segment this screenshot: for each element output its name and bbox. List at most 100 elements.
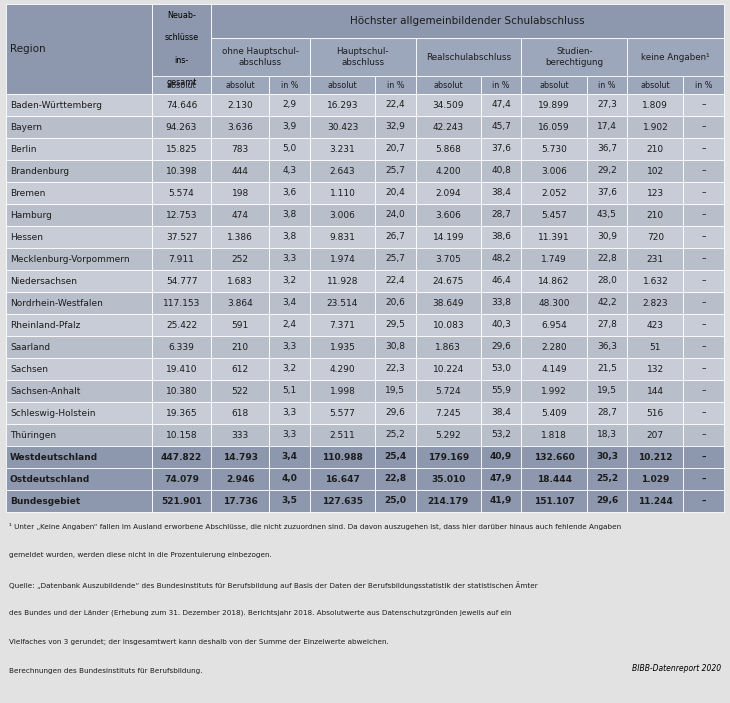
Text: 231: 231: [647, 254, 664, 264]
Text: 37,6: 37,6: [491, 145, 511, 153]
Bar: [310, 358, 375, 380]
Text: 1.992: 1.992: [541, 387, 567, 396]
Bar: [587, 226, 627, 248]
Bar: [310, 402, 375, 424]
Text: Studien-
berechtigung: Studien- berechtigung: [545, 47, 604, 67]
Text: 720: 720: [647, 233, 664, 242]
Text: –: –: [702, 408, 706, 418]
Bar: [627, 38, 724, 76]
Text: –: –: [702, 276, 706, 285]
Bar: [310, 380, 375, 402]
Bar: [6, 424, 153, 446]
Bar: [269, 94, 310, 116]
Bar: [375, 138, 415, 160]
Bar: [375, 182, 415, 204]
Bar: [415, 226, 481, 248]
Bar: [521, 446, 587, 468]
Text: Saarland: Saarland: [10, 342, 50, 352]
Bar: [683, 116, 724, 138]
Text: 3.864: 3.864: [227, 299, 253, 307]
Bar: [269, 490, 310, 512]
Bar: [211, 380, 269, 402]
Text: 19,5: 19,5: [385, 387, 405, 396]
Bar: [481, 336, 521, 358]
Text: 19.365: 19.365: [166, 408, 197, 418]
Bar: [481, 468, 521, 490]
Text: 214.179: 214.179: [428, 496, 469, 505]
Bar: [481, 270, 521, 292]
Bar: [587, 468, 627, 490]
Text: 210: 210: [231, 342, 249, 352]
Bar: [627, 248, 683, 270]
Bar: [6, 514, 724, 703]
Text: –: –: [702, 188, 706, 198]
Text: –: –: [702, 101, 706, 110]
Text: 521.901: 521.901: [161, 496, 202, 505]
Bar: [521, 490, 587, 512]
Text: 132.660: 132.660: [534, 453, 575, 461]
Text: ins-: ins-: [174, 56, 188, 65]
Bar: [521, 336, 587, 358]
Bar: [375, 270, 415, 292]
Bar: [683, 358, 724, 380]
Bar: [310, 468, 375, 490]
Bar: [153, 4, 211, 94]
Bar: [683, 248, 724, 270]
Text: 28,0: 28,0: [597, 276, 617, 285]
Bar: [627, 182, 683, 204]
Bar: [310, 314, 375, 336]
Text: –: –: [702, 475, 706, 484]
Text: 7.911: 7.911: [169, 254, 194, 264]
Bar: [627, 468, 683, 490]
Text: 38,4: 38,4: [491, 408, 511, 418]
Bar: [521, 468, 587, 490]
Text: Niedersachsen: Niedersachsen: [10, 276, 77, 285]
Text: in %: in %: [598, 81, 615, 89]
Bar: [375, 336, 415, 358]
Bar: [153, 402, 211, 424]
Bar: [415, 270, 481, 292]
Text: 47,4: 47,4: [491, 101, 511, 110]
Text: 2,4: 2,4: [283, 321, 296, 330]
Text: 21,5: 21,5: [597, 364, 617, 373]
Bar: [683, 490, 724, 512]
Text: 5,1: 5,1: [283, 387, 296, 396]
Bar: [627, 76, 683, 94]
Bar: [521, 38, 627, 76]
Bar: [375, 76, 415, 94]
Bar: [587, 336, 627, 358]
Text: Bayern: Bayern: [10, 122, 42, 131]
Text: 2.946: 2.946: [226, 475, 254, 484]
Bar: [481, 138, 521, 160]
Text: 32,9: 32,9: [385, 122, 405, 131]
Bar: [683, 76, 724, 94]
Text: 29,2: 29,2: [597, 167, 617, 176]
Text: in %: in %: [493, 81, 510, 89]
Bar: [211, 160, 269, 182]
Text: 3.606: 3.606: [435, 210, 461, 219]
Bar: [683, 380, 724, 402]
Text: 27,8: 27,8: [597, 321, 617, 330]
Bar: [269, 446, 310, 468]
Bar: [153, 446, 211, 468]
Text: –: –: [702, 430, 706, 439]
Text: 591: 591: [231, 321, 249, 330]
Bar: [587, 270, 627, 292]
Bar: [587, 490, 627, 512]
Text: 24.675: 24.675: [433, 276, 464, 285]
Bar: [587, 358, 627, 380]
Text: 19,5: 19,5: [597, 387, 617, 396]
Text: 210: 210: [647, 145, 664, 153]
Text: –: –: [702, 387, 706, 396]
Text: 27,3: 27,3: [597, 101, 617, 110]
Text: –: –: [702, 233, 706, 242]
Text: 29,6: 29,6: [491, 342, 511, 352]
Bar: [683, 336, 724, 358]
Text: 7.245: 7.245: [436, 408, 461, 418]
Text: 516: 516: [647, 408, 664, 418]
Text: 28,7: 28,7: [597, 408, 617, 418]
Bar: [310, 204, 375, 226]
Bar: [310, 490, 375, 512]
Text: 474: 474: [231, 210, 249, 219]
Bar: [310, 116, 375, 138]
